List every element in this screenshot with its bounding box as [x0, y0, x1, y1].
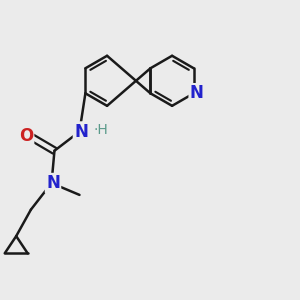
Text: ·H: ·H: [94, 123, 108, 137]
Text: O: O: [19, 127, 33, 145]
Text: N: N: [74, 123, 88, 141]
Text: N: N: [46, 174, 60, 192]
Text: N: N: [190, 84, 204, 102]
